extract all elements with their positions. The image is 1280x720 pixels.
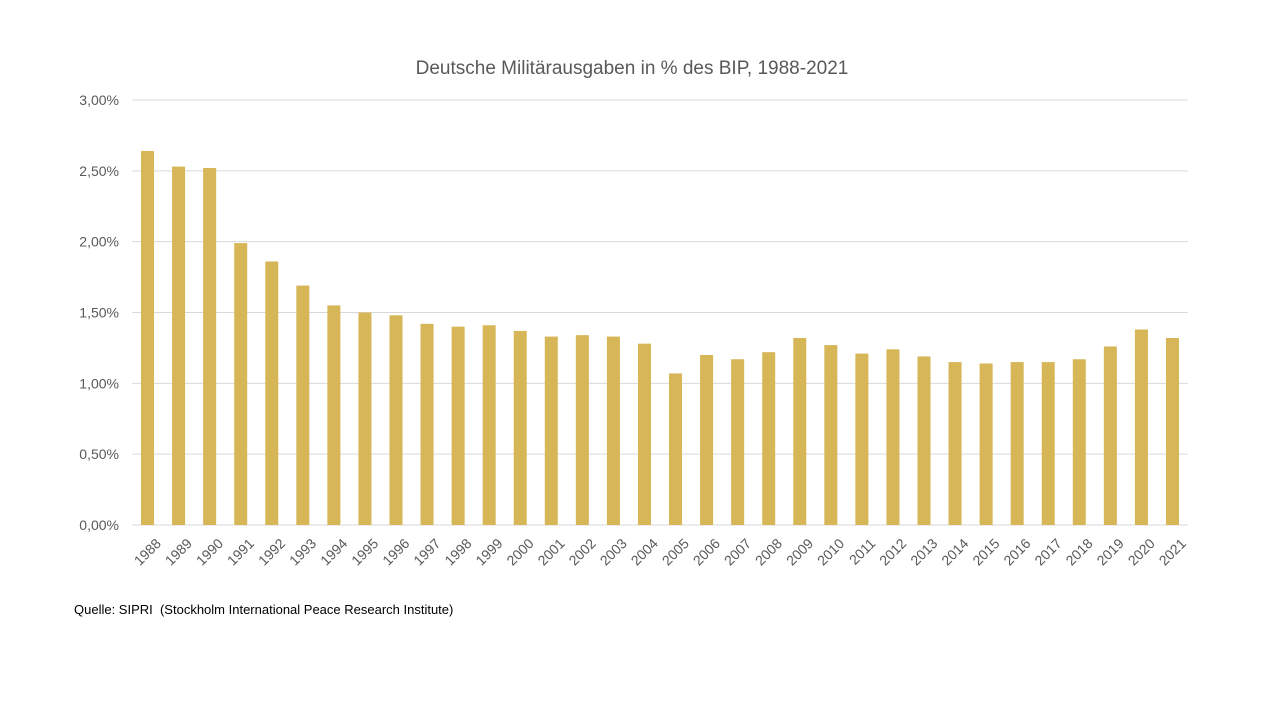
bars [141,151,1179,526]
x-tick-label: 2008 [752,535,785,568]
bar-2004 [637,343,651,525]
x-tick-label: 2007 [721,535,754,568]
x-tick-label: 2011 [846,535,879,568]
x-tick-label: 1990 [193,535,226,568]
x-tick-label: 2015 [969,535,1002,568]
bar-2013 [917,356,931,525]
bar-2008 [762,352,776,525]
x-tick-label: 1996 [379,535,412,568]
x-tick-label: 1994 [317,535,350,568]
bar-2021 [1165,338,1179,525]
x-tick-label: 2002 [565,535,598,568]
y-axis-tick-labels: 0,00% 0,50% 1,00% 1,50% 2,00% 2,50% 3,00% [79,92,119,533]
bar-1995 [358,312,372,525]
x-tick-label: 2017 [1031,535,1064,568]
x-tick-label: 2001 [534,535,567,568]
x-tick-label: 2006 [690,535,723,568]
y-tick-label: 1,50% [79,305,119,321]
bar-1991 [234,243,248,526]
x-axis-tick-labels: 1988198919901991199219931994199519961997… [131,535,1189,568]
x-tick-label: 2014 [938,535,971,568]
x-tick-label: 2021 [1156,535,1189,568]
x-tick-label: 2012 [876,535,909,568]
bar-2005 [669,373,683,525]
bar-2009 [793,338,807,525]
x-tick-label: 1995 [348,535,381,568]
bar-2000 [513,330,527,525]
x-tick-label: 1997 [410,535,443,568]
bar-2002 [575,335,589,525]
bar-2020 [1134,329,1148,525]
bar-1992 [265,261,279,525]
bar-2016 [1010,362,1024,525]
x-tick-label: 2000 [503,535,536,568]
y-tick-label: 1,00% [79,375,119,391]
source-note: Quelle: SIPRI (Stockholm International P… [74,602,454,617]
x-tick-label: 2018 [1062,535,1095,568]
bar-2006 [700,355,714,525]
bar-1999 [482,325,496,525]
bar-2001 [544,336,558,525]
bar-2012 [886,349,900,525]
x-tick-label: 2003 [597,535,630,568]
x-tick-label: 1993 [286,535,319,568]
bar-2017 [1041,362,1055,525]
y-tick-label: 0,50% [79,446,119,462]
bar-1997 [420,323,434,525]
x-tick-label: 2020 [1125,535,1158,568]
x-tick-label: 2010 [814,535,847,568]
x-tick-label: 2013 [907,535,940,568]
bar-1996 [389,315,403,525]
bar-1998 [451,326,465,525]
bar-2019 [1103,346,1117,525]
x-tick-label: 1999 [472,535,505,568]
bar-2014 [948,362,962,525]
x-tick-label: 1992 [255,535,288,568]
y-tick-label: 0,00% [79,517,119,533]
x-tick-label: 1991 [224,535,257,568]
bar-2003 [606,336,620,525]
bar-2015 [979,363,993,525]
y-tick-label: 2,00% [79,234,119,250]
x-tick-label: 1988 [131,535,164,568]
x-tick-label: 2009 [783,535,816,568]
bar-2007 [731,359,745,525]
gridlines [132,99,1188,526]
bar-1994 [327,305,341,525]
x-tick-label: 2019 [1093,535,1126,568]
bar-1993 [296,285,310,525]
bar-1989 [172,166,186,526]
bar-2010 [824,345,838,525]
bar-2011 [855,353,869,525]
bar-1990 [203,168,217,525]
y-tick-label: 2,50% [79,163,119,179]
x-tick-label: 2016 [1000,535,1033,568]
x-tick-label: 2004 [628,535,661,568]
x-tick-label: 2005 [659,535,692,568]
x-tick-label: 1989 [162,535,195,568]
bar-1988 [141,151,155,525]
x-tick-label: 1998 [441,535,474,568]
y-tick-label: 3,00% [79,92,119,108]
chart-title: Deutsche Militärausgaben in % des BIP, 1… [415,58,849,79]
bar-2018 [1072,359,1086,525]
